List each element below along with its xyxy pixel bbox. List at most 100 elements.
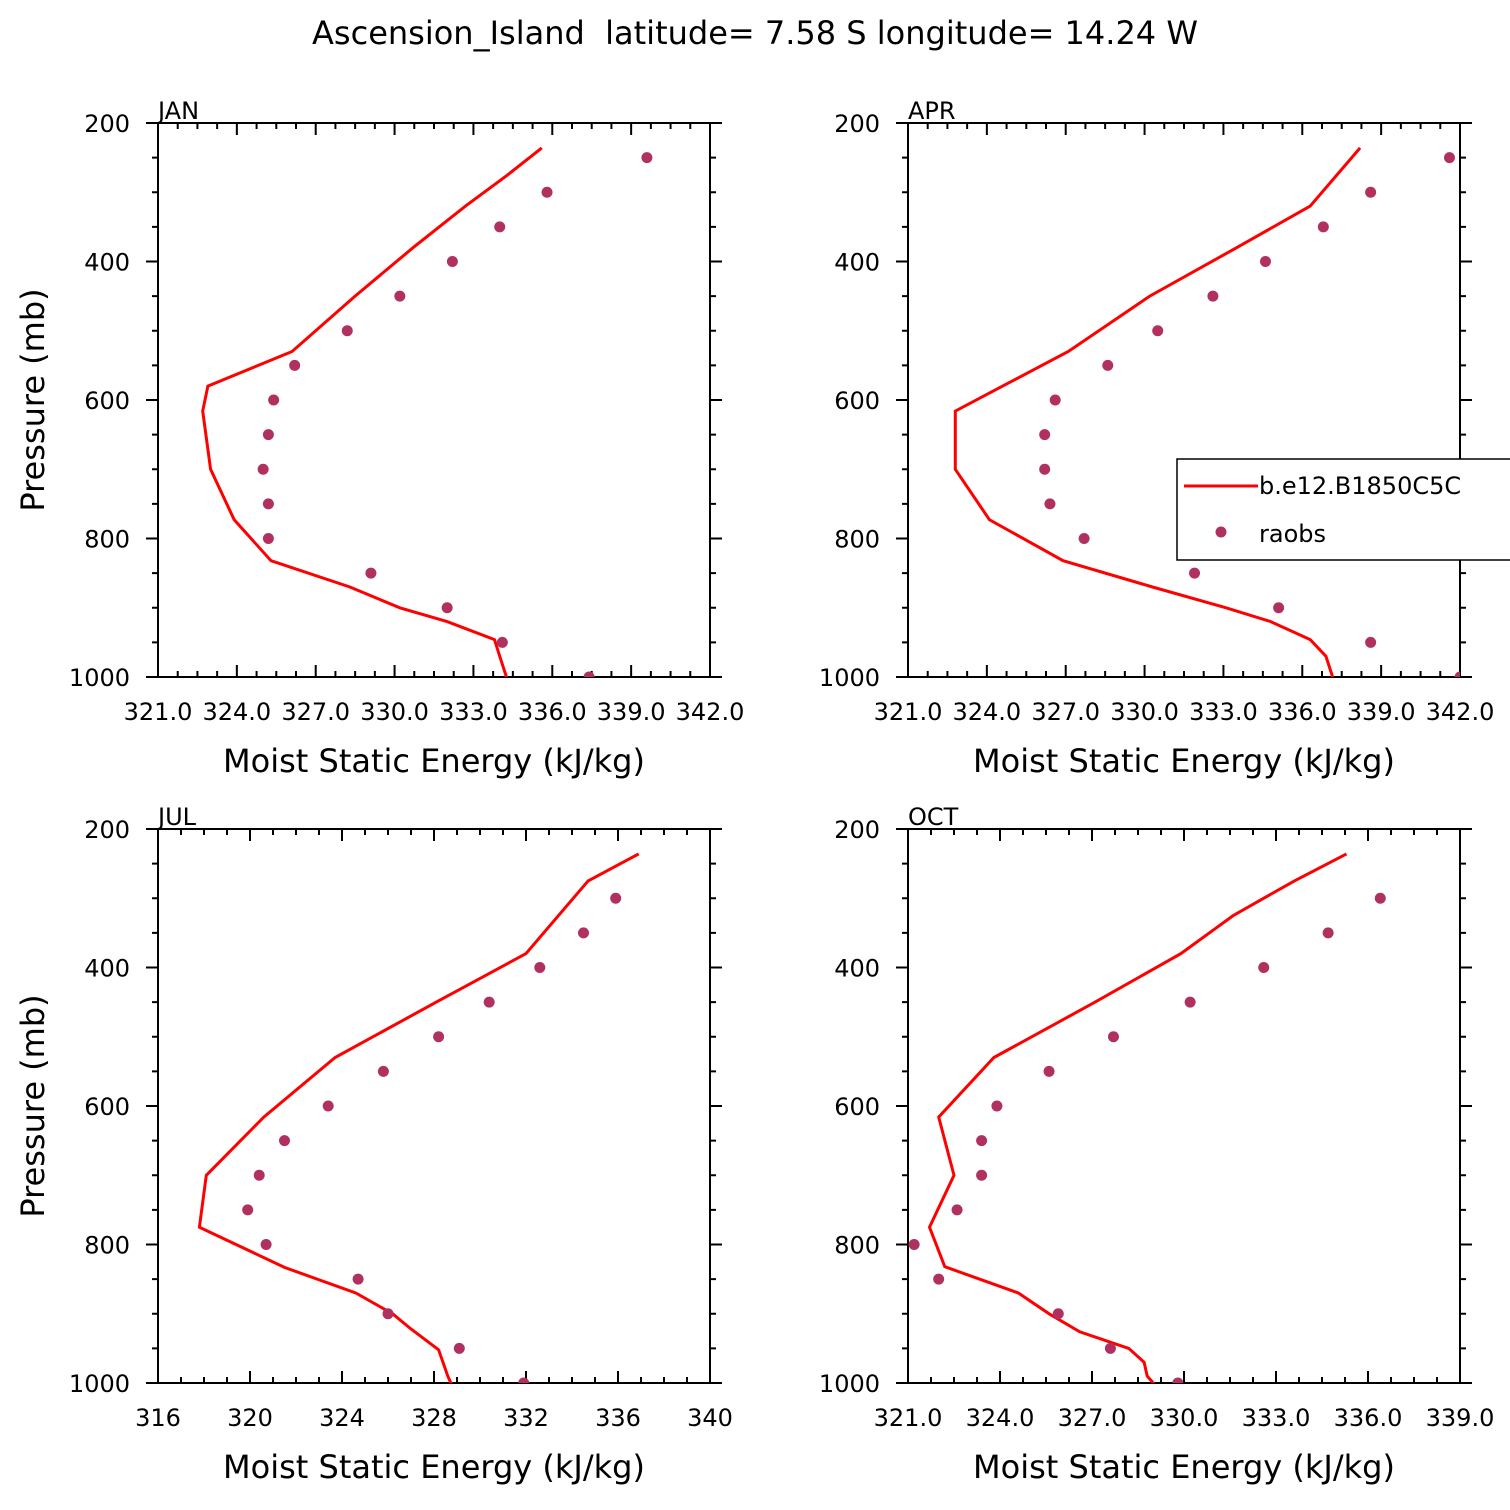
raobs-point	[578, 927, 589, 939]
y-tick-label: 200	[84, 110, 130, 138]
raobs-point	[441, 602, 453, 614]
raobs-point	[453, 1342, 465, 1354]
x-tick-label: 336.0	[1334, 1404, 1403, 1432]
y-tick-label: 800	[84, 1232, 130, 1260]
x-tick-label: 320	[227, 1404, 273, 1432]
x-tick-label: 340	[687, 1404, 733, 1432]
raobs-point	[1454, 671, 1460, 677]
raobs-point	[496, 636, 508, 648]
x-tick-label: 342.0	[676, 698, 745, 726]
x-tick-label: 332	[503, 1404, 549, 1432]
plot-frame	[157, 122, 711, 678]
y-tick-label: 400	[834, 955, 880, 983]
x-tick-label: 333.0	[1242, 1404, 1311, 1432]
y-tick-label: 200	[834, 110, 880, 138]
raobs-point	[377, 1065, 389, 1077]
x-tick-label: 333.0	[1189, 698, 1258, 726]
y-tick-label: 1000	[69, 1370, 130, 1398]
model-profile-line	[201, 146, 543, 677]
raobs-point	[352, 1273, 364, 1285]
raobs-point	[583, 671, 595, 677]
raobs-point	[933, 1273, 945, 1285]
raobs-point	[1102, 359, 1114, 371]
raobs-point	[262, 498, 274, 510]
raobs-point	[262, 429, 274, 441]
legend-marker-swatch	[1215, 526, 1227, 538]
raobs-point	[446, 256, 458, 267]
panel-label: OCT	[908, 803, 959, 831]
x-tick-label: 324.0	[966, 1404, 1035, 1432]
series-group	[908, 852, 1386, 1383]
y-tick-label: 600	[834, 387, 880, 415]
legend-box	[1176, 458, 1510, 561]
y-tick-label: 1000	[819, 1370, 880, 1398]
x-tick-label: 316	[135, 1404, 181, 1432]
raobs-point	[991, 1100, 1003, 1112]
raobs-point	[1184, 996, 1196, 1008]
raobs-point	[1365, 636, 1377, 648]
raobs-point	[1052, 1308, 1064, 1320]
y-tick-label: 400	[834, 249, 880, 277]
x-tick-label: 324.0	[952, 698, 1021, 726]
y-tick-label: 1000	[819, 664, 880, 692]
y-tick-label: 800	[834, 526, 880, 554]
panel-label: APR	[908, 97, 956, 125]
x-axis-label: Moist Static Energy (kJ/kg)	[973, 1448, 1395, 1486]
raobs-point	[1273, 602, 1285, 614]
y-tick-label: 200	[834, 816, 880, 844]
raobs-point	[382, 1308, 394, 1320]
x-tick-label: 330.0	[360, 698, 429, 726]
raobs-point	[610, 892, 622, 904]
panel-label: JAN	[156, 97, 199, 125]
raobs-point	[257, 463, 269, 475]
y-tick-label: 600	[834, 1093, 880, 1121]
raobs-point	[1039, 463, 1051, 475]
x-tick-label: 327.0	[1058, 1404, 1127, 1432]
raobs-point	[279, 1135, 290, 1147]
raobs-point	[1078, 533, 1090, 544]
raobs-point	[951, 1204, 963, 1216]
y-axis-label: Pressure (mb)	[14, 994, 52, 1217]
panels: JAN 321.0 324.0 327.0 330.0 333.0 336.0 339.0 34…	[14, 97, 1494, 1486]
plot-frame	[907, 122, 1461, 678]
raobs-point	[242, 1204, 254, 1216]
y-tick-label: 400	[84, 955, 130, 983]
y-axis-label: Pressure (mb)	[14, 288, 52, 511]
series-group	[953, 146, 1460, 677]
panel-jul: JUL 316 320 324 328 332 336 340 200 400 600 800 1000…	[14, 803, 733, 1486]
raobs-point	[260, 1239, 272, 1250]
x-tick-label: 330.0	[1110, 698, 1179, 726]
raobs-point	[253, 1169, 265, 1181]
x-tick-label: 324	[319, 1404, 365, 1432]
raobs-point	[1107, 1031, 1119, 1043]
x-tick-label: 339.0	[1347, 698, 1416, 726]
raobs-point	[534, 962, 546, 973]
panel-jan: JAN 321.0 324.0 327.0 330.0 333.0 336.0 339.0 34…	[14, 97, 744, 780]
x-axis-label: Moist Static Energy (kJ/kg)	[223, 742, 645, 780]
raobs-point	[289, 359, 301, 371]
x-axis-label: Moist Static Energy (kJ/kg)	[973, 742, 1395, 780]
raobs-point	[1172, 1377, 1184, 1383]
raobs-point	[1259, 256, 1271, 267]
raobs-point	[365, 567, 377, 579]
x-tick-label: 330.0	[1150, 1404, 1219, 1432]
raobs-point	[322, 1100, 334, 1112]
x-tick-label: 321.0	[124, 698, 193, 726]
y-tick-label: 800	[834, 1232, 880, 1260]
raobs-point	[1258, 962, 1270, 973]
raobs-point	[268, 394, 280, 406]
raobs-point	[1207, 290, 1219, 302]
model-profile-line	[953, 146, 1362, 677]
raobs-point	[1443, 152, 1455, 164]
raobs-point	[433, 1031, 445, 1043]
series-group	[201, 146, 653, 677]
raobs-point	[1049, 394, 1061, 406]
y-tick-label: 400	[84, 249, 130, 277]
x-tick-label: 328	[411, 1404, 457, 1432]
raobs-point	[1365, 186, 1377, 198]
y-tick-label: 600	[84, 387, 130, 415]
legend: b.e12.B1850C5C raobs	[1176, 458, 1510, 561]
raobs-point	[908, 1239, 920, 1250]
raobs-point	[976, 1169, 988, 1181]
